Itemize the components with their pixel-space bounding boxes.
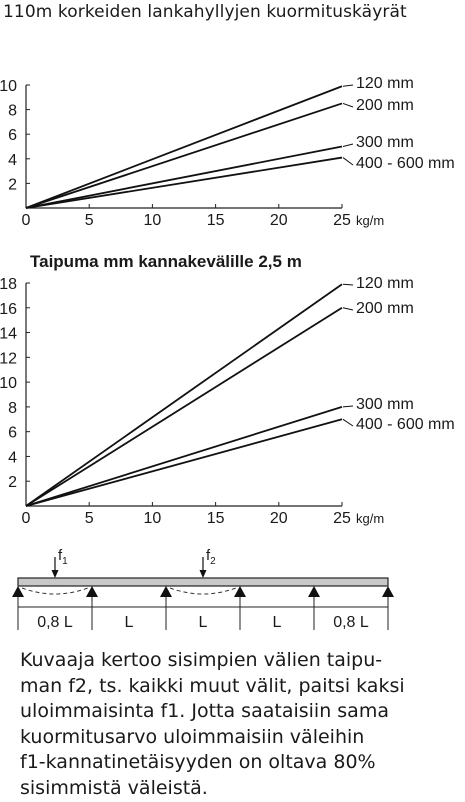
load-arrowhead bbox=[199, 570, 207, 578]
x-tick-label: 15 bbox=[207, 510, 225, 527]
x-tick-label: 20 bbox=[270, 212, 288, 229]
y-tick-label: 14 bbox=[0, 326, 17, 343]
deflection-chart-2m: Taipuma mm kannakevälillä 2,0 m051015202… bbox=[0, 75, 455, 229]
y-tick-label: 2 bbox=[8, 176, 17, 193]
x-tick-label: 5 bbox=[85, 212, 94, 229]
x-axis-label: kg/m bbox=[356, 213, 384, 228]
span-label: 0,8 L bbox=[37, 614, 73, 631]
caption-line: f1-kannatinetäisyyden on oltava 80% bbox=[20, 751, 376, 774]
chart-title: Taipuma mm kannakevälille 2,5 m bbox=[30, 252, 302, 271]
y-tick-label: 18 bbox=[0, 276, 17, 293]
y-tick-label: 2 bbox=[8, 474, 17, 491]
load-symbol: f bbox=[206, 547, 211, 564]
x-tick-label: 20 bbox=[270, 510, 288, 527]
load-label: f1 bbox=[58, 547, 68, 567]
caption-line: man f2, ts. kaikki muut välit, paitsi ka… bbox=[20, 674, 405, 697]
support-triangle bbox=[12, 586, 24, 597]
caption-line: kuormitusarvo uloimmaisiin väleihin bbox=[20, 725, 365, 748]
legend-leader bbox=[342, 307, 354, 311]
beam-bar bbox=[17, 577, 389, 587]
load-subscript: 1 bbox=[62, 556, 68, 567]
legend-leader bbox=[342, 405, 354, 408]
y-tick-label: 10 bbox=[0, 375, 17, 392]
x-tick-label: 25 bbox=[333, 510, 351, 527]
support-triangle bbox=[308, 586, 320, 597]
x-tick-label: 10 bbox=[144, 212, 162, 229]
x-tick-label: 5 bbox=[85, 510, 94, 527]
deflection-curve-f1 bbox=[21, 587, 89, 595]
support-triangle bbox=[234, 586, 246, 597]
span-label: L bbox=[273, 614, 282, 631]
series-label: 120 mm bbox=[356, 75, 414, 92]
series-line bbox=[25, 156, 343, 209]
load-subscript: 2 bbox=[210, 556, 216, 567]
x-axis-label: kg/m bbox=[356, 511, 384, 526]
x-tick-label: 0 bbox=[22, 510, 31, 527]
y-tick-label: 6 bbox=[8, 425, 17, 442]
load-symbol: f bbox=[58, 547, 63, 564]
y-tick-label: 8 bbox=[8, 103, 17, 120]
y-tick-label: 4 bbox=[8, 152, 17, 169]
legend-leader bbox=[342, 157, 354, 166]
deflection-curve-f2 bbox=[169, 587, 237, 595]
series-line bbox=[25, 406, 343, 507]
span-label: L bbox=[199, 614, 208, 631]
load-label: f2 bbox=[206, 547, 216, 567]
legend-leader bbox=[342, 143, 354, 147]
page-header: 110m korkeiden lankahyllyjen kuormituskä… bbox=[3, 2, 407, 22]
series-label: 120 mm bbox=[356, 275, 414, 292]
series-label: 200 mm bbox=[356, 97, 414, 114]
beam-diagram: 0,8 L L L L 0,8 Lf1 f2 bbox=[12, 547, 394, 631]
series-label: 300 mm bbox=[356, 396, 414, 413]
y-tick-label: 4 bbox=[8, 449, 17, 466]
caption-line: Kuvaaja kertoo sisimpien välien taipu- bbox=[20, 649, 383, 671]
series-line bbox=[25, 418, 343, 507]
legend-leader bbox=[342, 102, 354, 108]
series-label: 200 mm bbox=[356, 300, 414, 317]
y-tick-label: 12 bbox=[0, 350, 17, 367]
y-tick-label: 16 bbox=[0, 301, 17, 318]
series-line bbox=[25, 283, 343, 507]
x-tick-label: 15 bbox=[207, 212, 225, 229]
deflection-chart-2-5m: Taipuma mm kannakevälille 2,5 m 0 5 10 15 20 2… bbox=[0, 252, 455, 527]
series-label: 300 mm bbox=[356, 134, 414, 151]
y-tick-label: 10 bbox=[0, 78, 17, 95]
legend-leader bbox=[342, 84, 354, 87]
series-line bbox=[25, 102, 343, 209]
legend-leader bbox=[342, 283, 354, 286]
support-triangle bbox=[382, 586, 394, 597]
series-line bbox=[25, 85, 343, 209]
x-tick-label: 10 bbox=[144, 510, 162, 527]
load-arrowhead bbox=[51, 570, 59, 578]
series-line bbox=[25, 145, 343, 209]
y-tick-label: 8 bbox=[8, 400, 17, 417]
caption: Kuvaaja kertoo sisimpien välien taipu- m… bbox=[20, 648, 460, 802]
caption-line: uloimmaisinta f1. Jotta saataisiin sama bbox=[20, 700, 389, 723]
span-label: 0,8 L bbox=[333, 614, 369, 631]
series-line bbox=[25, 307, 343, 507]
series-label: 400 - 600 mm bbox=[356, 155, 455, 172]
span-label: L bbox=[125, 614, 134, 631]
legend-leader bbox=[342, 418, 354, 427]
series-label: 400 - 600 mm bbox=[356, 416, 455, 433]
caption-line: sisimmistä väleistä. bbox=[20, 776, 208, 799]
x-tick-label: 25 bbox=[333, 212, 351, 229]
x-tick-label: 0 bbox=[22, 212, 31, 229]
support-triangle bbox=[160, 586, 172, 597]
support-triangle bbox=[86, 586, 98, 597]
y-tick-label: 6 bbox=[8, 127, 17, 144]
